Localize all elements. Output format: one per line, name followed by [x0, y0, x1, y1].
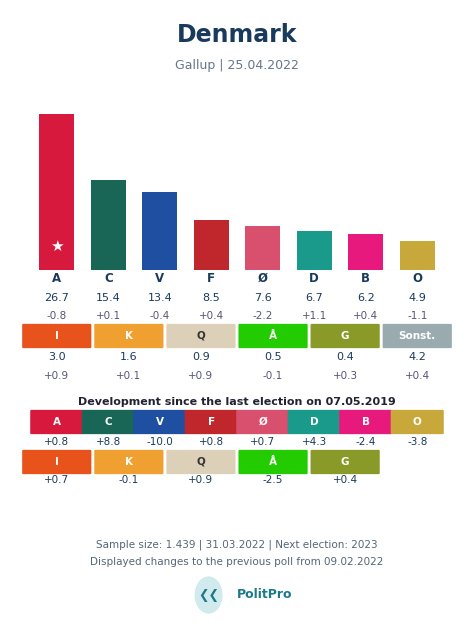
- Text: +0.7: +0.7: [250, 437, 275, 447]
- Bar: [91, 180, 126, 270]
- Text: ★: ★: [50, 239, 64, 254]
- Text: -3.8: -3.8: [407, 437, 428, 447]
- Text: +1.1: +1.1: [301, 311, 327, 321]
- Text: V: V: [156, 417, 164, 427]
- Text: F: F: [207, 272, 215, 284]
- Text: +0.9: +0.9: [188, 371, 213, 381]
- Text: Å: Å: [269, 331, 277, 341]
- Text: 8.5: 8.5: [202, 293, 220, 303]
- Text: ❮❮: ❮❮: [198, 589, 219, 601]
- Text: 4.9: 4.9: [408, 293, 426, 303]
- Text: Displayed changes to the previous poll from 09.02.2022: Displayed changes to the previous poll f…: [91, 557, 383, 567]
- Text: Q: Q: [197, 331, 205, 341]
- Text: C: C: [104, 272, 113, 284]
- Text: D: D: [310, 417, 319, 427]
- Text: 0.9: 0.9: [192, 352, 210, 362]
- Text: Development since the last election on 07.05.2019: Development since the last election on 0…: [78, 397, 396, 407]
- Text: B: B: [361, 272, 370, 284]
- Text: 0.5: 0.5: [264, 352, 282, 362]
- Text: +0.4: +0.4: [333, 475, 358, 485]
- Text: -2.5: -2.5: [263, 475, 283, 485]
- Text: K: K: [125, 457, 133, 467]
- Text: PolitPro: PolitPro: [237, 589, 292, 601]
- Text: +0.4: +0.4: [199, 311, 224, 321]
- Bar: [348, 234, 383, 270]
- Text: -2.4: -2.4: [356, 437, 376, 447]
- Text: 26.7: 26.7: [45, 293, 69, 303]
- Text: 3.0: 3.0: [48, 352, 65, 362]
- Bar: [39, 114, 74, 270]
- Text: Sonst.: Sonst.: [399, 331, 436, 341]
- Text: 7.6: 7.6: [254, 293, 272, 303]
- Text: O: O: [413, 417, 421, 427]
- Text: -0.4: -0.4: [150, 311, 170, 321]
- Text: 4.2: 4.2: [408, 352, 426, 362]
- Bar: [297, 231, 332, 270]
- Text: -2.2: -2.2: [253, 311, 273, 321]
- Text: K: K: [125, 331, 133, 341]
- Text: +0.9: +0.9: [188, 475, 213, 485]
- Text: 13.4: 13.4: [147, 293, 172, 303]
- Text: Ø: Ø: [258, 417, 267, 427]
- Text: -10.0: -10.0: [146, 437, 173, 447]
- Text: F: F: [208, 417, 215, 427]
- Text: Denmark: Denmark: [177, 23, 297, 47]
- Text: I: I: [55, 331, 59, 341]
- Text: +8.8: +8.8: [96, 437, 121, 447]
- Text: D: D: [310, 272, 319, 284]
- Text: -1.1: -1.1: [407, 311, 428, 321]
- Text: Q: Q: [197, 457, 205, 467]
- Text: G: G: [341, 457, 349, 467]
- Text: -0.1: -0.1: [263, 371, 283, 381]
- Text: 6.2: 6.2: [357, 293, 374, 303]
- Text: Sample size: 1.439 | 31.03.2022 | Next election: 2023: Sample size: 1.439 | 31.03.2022 | Next e…: [96, 540, 378, 550]
- Text: +0.1: +0.1: [116, 371, 141, 381]
- Text: Å: Å: [269, 457, 277, 467]
- Text: 1.6: 1.6: [120, 352, 137, 362]
- Text: ❬❬: ❬❬: [195, 586, 222, 604]
- Text: +0.9: +0.9: [44, 371, 69, 381]
- Text: +0.4: +0.4: [353, 311, 378, 321]
- Text: +0.8: +0.8: [199, 437, 224, 447]
- Text: +0.8: +0.8: [44, 437, 69, 447]
- Text: +0.7: +0.7: [44, 475, 69, 485]
- Text: B: B: [362, 417, 370, 427]
- Text: Gallup | 25.04.2022: Gallup | 25.04.2022: [175, 59, 299, 72]
- Text: V: V: [155, 272, 164, 284]
- Text: +0.4: +0.4: [405, 371, 430, 381]
- Bar: [194, 220, 229, 270]
- Text: 6.7: 6.7: [305, 293, 323, 303]
- Text: +0.1: +0.1: [96, 311, 121, 321]
- Text: 15.4: 15.4: [96, 293, 121, 303]
- Bar: [142, 192, 177, 270]
- Text: -0.8: -0.8: [46, 311, 67, 321]
- Text: C: C: [104, 417, 112, 427]
- Text: I: I: [55, 457, 59, 467]
- Text: Ø: Ø: [258, 272, 268, 284]
- Bar: [245, 226, 280, 270]
- Text: +4.3: +4.3: [301, 437, 327, 447]
- Text: O: O: [412, 272, 422, 284]
- Text: A: A: [53, 417, 61, 427]
- Bar: [400, 242, 435, 270]
- Text: 0.4: 0.4: [336, 352, 354, 362]
- Text: +0.3: +0.3: [333, 371, 358, 381]
- Text: -0.1: -0.1: [118, 475, 139, 485]
- Text: A: A: [52, 272, 61, 284]
- Text: G: G: [341, 331, 349, 341]
